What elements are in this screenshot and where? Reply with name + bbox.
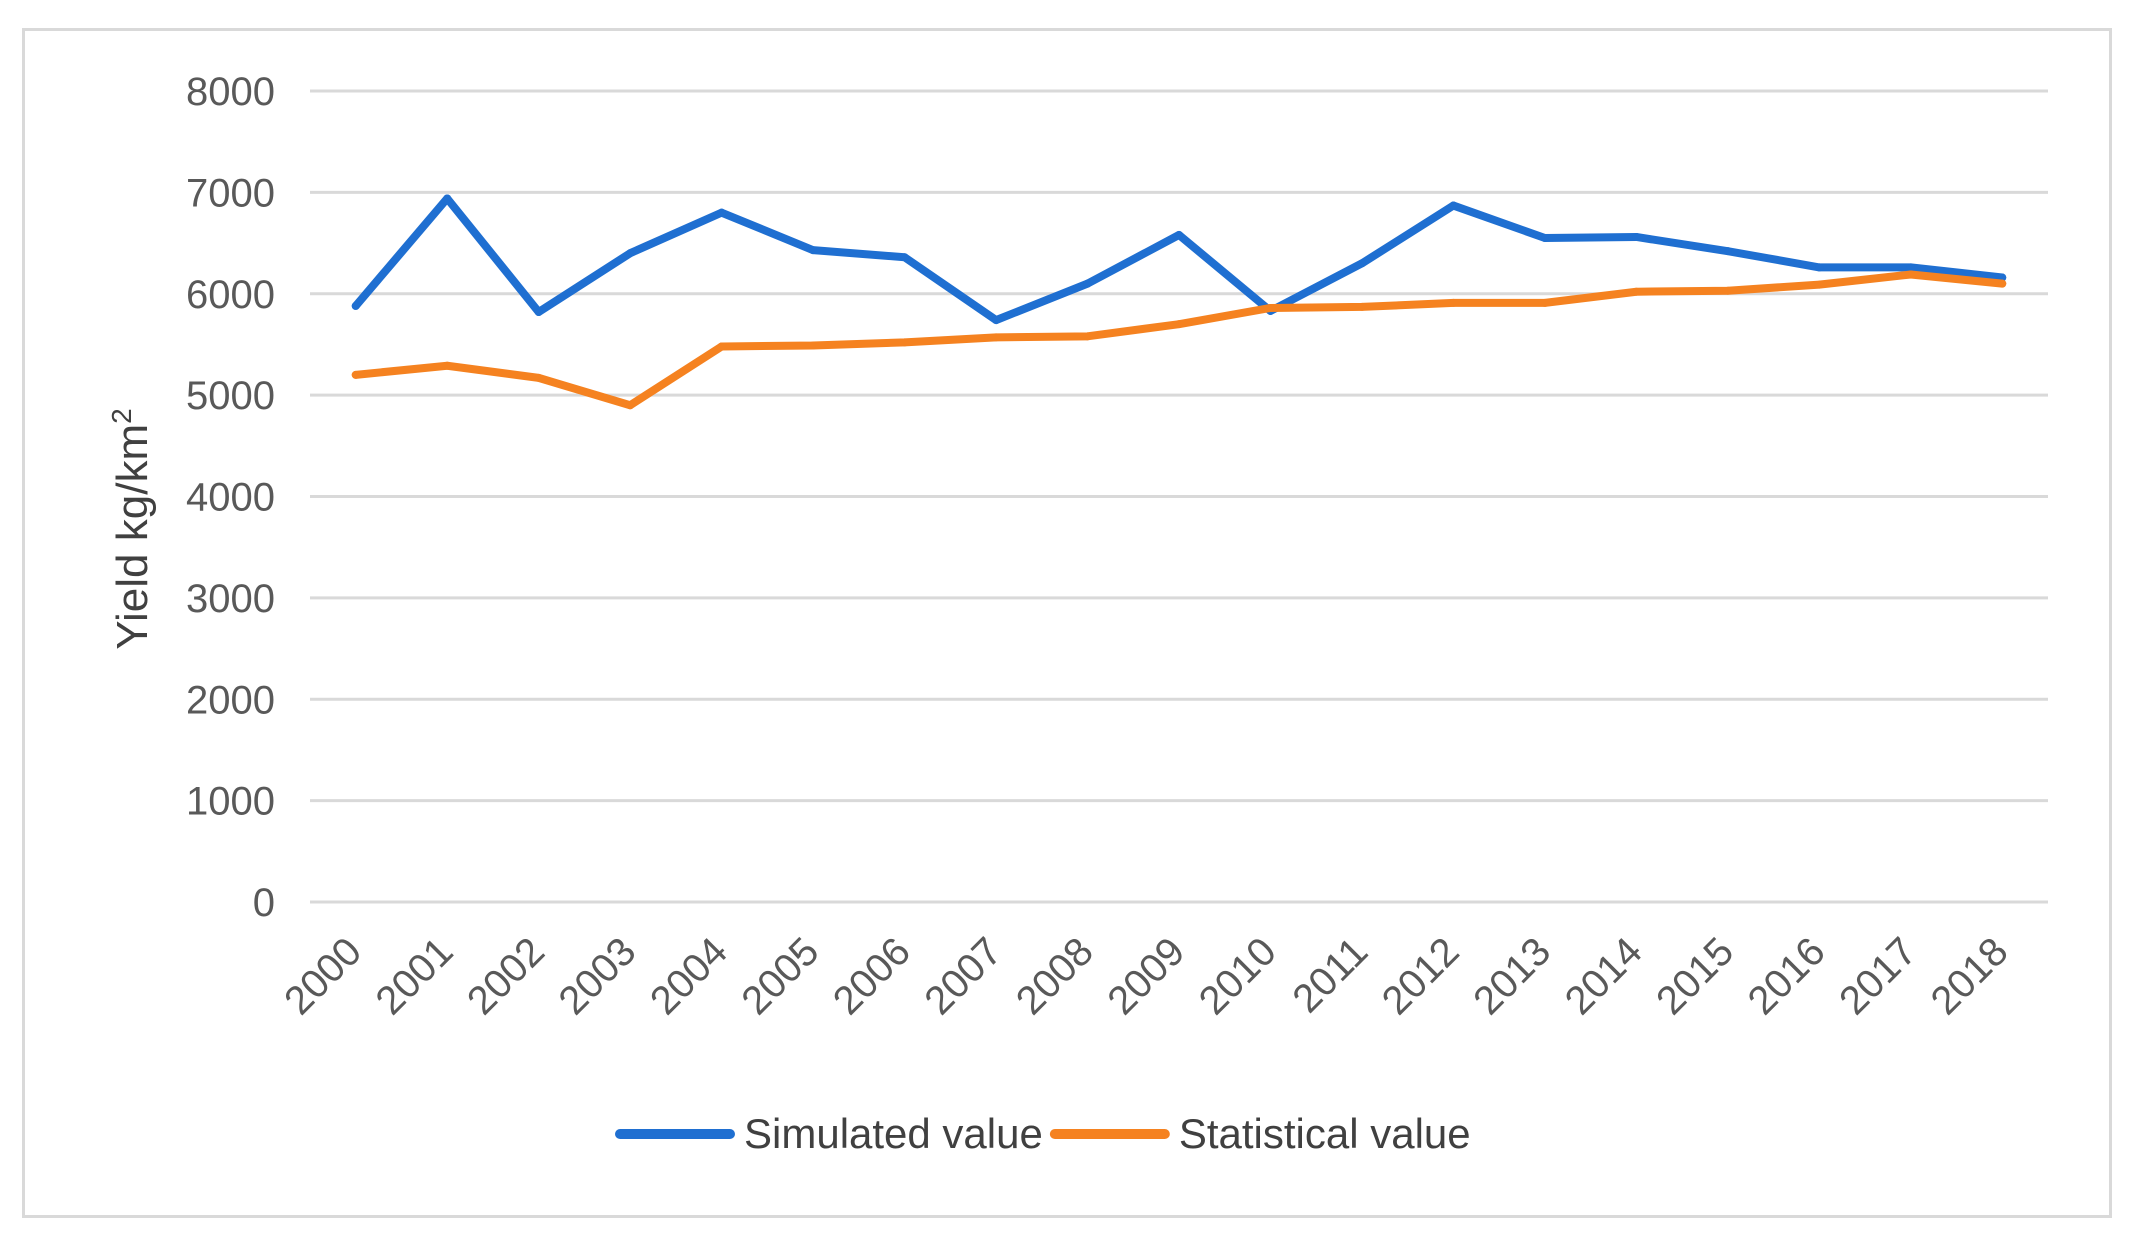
data-point [900, 253, 909, 262]
data-point [1906, 270, 1915, 279]
y-axis-title-superscript: 2 [106, 408, 137, 424]
x-tick-label: 2010 [1191, 929, 1285, 1023]
x-tick-label: 2016 [1740, 929, 1834, 1023]
chart-frame: 0 1000 2000 3000 4000 5000 6000 7000 8000 2000 20… [22, 28, 2112, 1218]
data-point [1357, 259, 1366, 268]
data-point [1723, 247, 1732, 256]
data-point [1083, 332, 1092, 341]
data-point [1449, 298, 1458, 307]
data-point [1723, 286, 1732, 295]
data-point [626, 249, 635, 258]
data-point [1266, 303, 1275, 312]
data-point [809, 246, 818, 255]
data-point [1906, 263, 1915, 272]
data-point [1175, 230, 1183, 239]
data-point [900, 338, 909, 347]
data-point [992, 333, 1001, 342]
series-lines [351, 194, 2007, 410]
data-point [443, 194, 452, 203]
legend-label: Statistical value [1179, 1110, 1471, 1157]
data-point [351, 370, 360, 379]
data-point [1815, 280, 1824, 289]
x-tick-label: 2008 [1008, 929, 1102, 1023]
legend-label: Simulated value [744, 1110, 1043, 1157]
data-point [1540, 233, 1549, 242]
y-axis-title-text: Yield kg/km [108, 424, 157, 650]
y-tick-label: 4000 [186, 476, 275, 520]
x-tick-label: 2018 [1923, 929, 2017, 1023]
data-point [717, 342, 726, 351]
x-tick-label: 2015 [1648, 929, 1742, 1023]
y-tick-label: 2000 [186, 678, 275, 722]
data-point [1815, 263, 1824, 272]
x-tick-label: 2005 [733, 929, 827, 1023]
data-point [1083, 279, 1092, 288]
x-tick-label: 2004 [642, 929, 736, 1023]
series-line-simulated [351, 194, 2007, 325]
data-point [1998, 279, 2007, 288]
data-point [351, 301, 360, 310]
y-axis-title: Yield kg/km2 [106, 408, 157, 649]
x-tick-label: 2007 [916, 929, 1010, 1023]
data-point [534, 307, 543, 316]
x-tick-label: 2014 [1557, 929, 1651, 1023]
x-tick-label: 2012 [1374, 929, 1468, 1023]
data-point [1449, 201, 1458, 210]
data-point [992, 316, 1001, 325]
x-tick-label: 2000 [276, 929, 370, 1023]
y-tick-label: 7000 [186, 171, 275, 215]
x-tick-label: 2003 [550, 929, 644, 1023]
data-point [1175, 320, 1183, 329]
data-point [1357, 302, 1366, 311]
data-point [534, 373, 543, 382]
y-tick-label: 5000 [186, 374, 275, 418]
x-tick-label: 2006 [825, 929, 919, 1023]
y-tick-label: 3000 [186, 577, 275, 621]
x-tick-label: 2001 [368, 929, 462, 1023]
y-axis-tick-labels: 0 1000 2000 3000 4000 5000 6000 7000 8000 [186, 70, 275, 925]
x-tick-label: 2011 [1284, 929, 1376, 1021]
data-point [1540, 298, 1549, 307]
legend: Simulated value Statistical value [615, 1110, 1471, 1157]
x-axis-tick-labels: 2000200120022003200420052006200720082009… [276, 929, 2017, 1023]
x-tick-label: 2002 [459, 929, 553, 1023]
y-tick-label: 8000 [186, 70, 275, 114]
x-tick-label: 2013 [1465, 929, 1559, 1023]
y-tick-label: 0 [253, 881, 275, 925]
data-point [1632, 232, 1641, 241]
gridlines [310, 89, 2048, 904]
data-point [717, 208, 726, 217]
y-tick-label: 6000 [186, 273, 275, 317]
x-tick-label: 2017 [1831, 929, 1925, 1023]
data-point [626, 401, 635, 410]
y-tick-label: 1000 [186, 780, 275, 824]
data-point [443, 361, 452, 370]
data-point [809, 341, 818, 350]
data-point [1632, 287, 1641, 296]
x-tick-label: 2009 [1099, 929, 1193, 1023]
